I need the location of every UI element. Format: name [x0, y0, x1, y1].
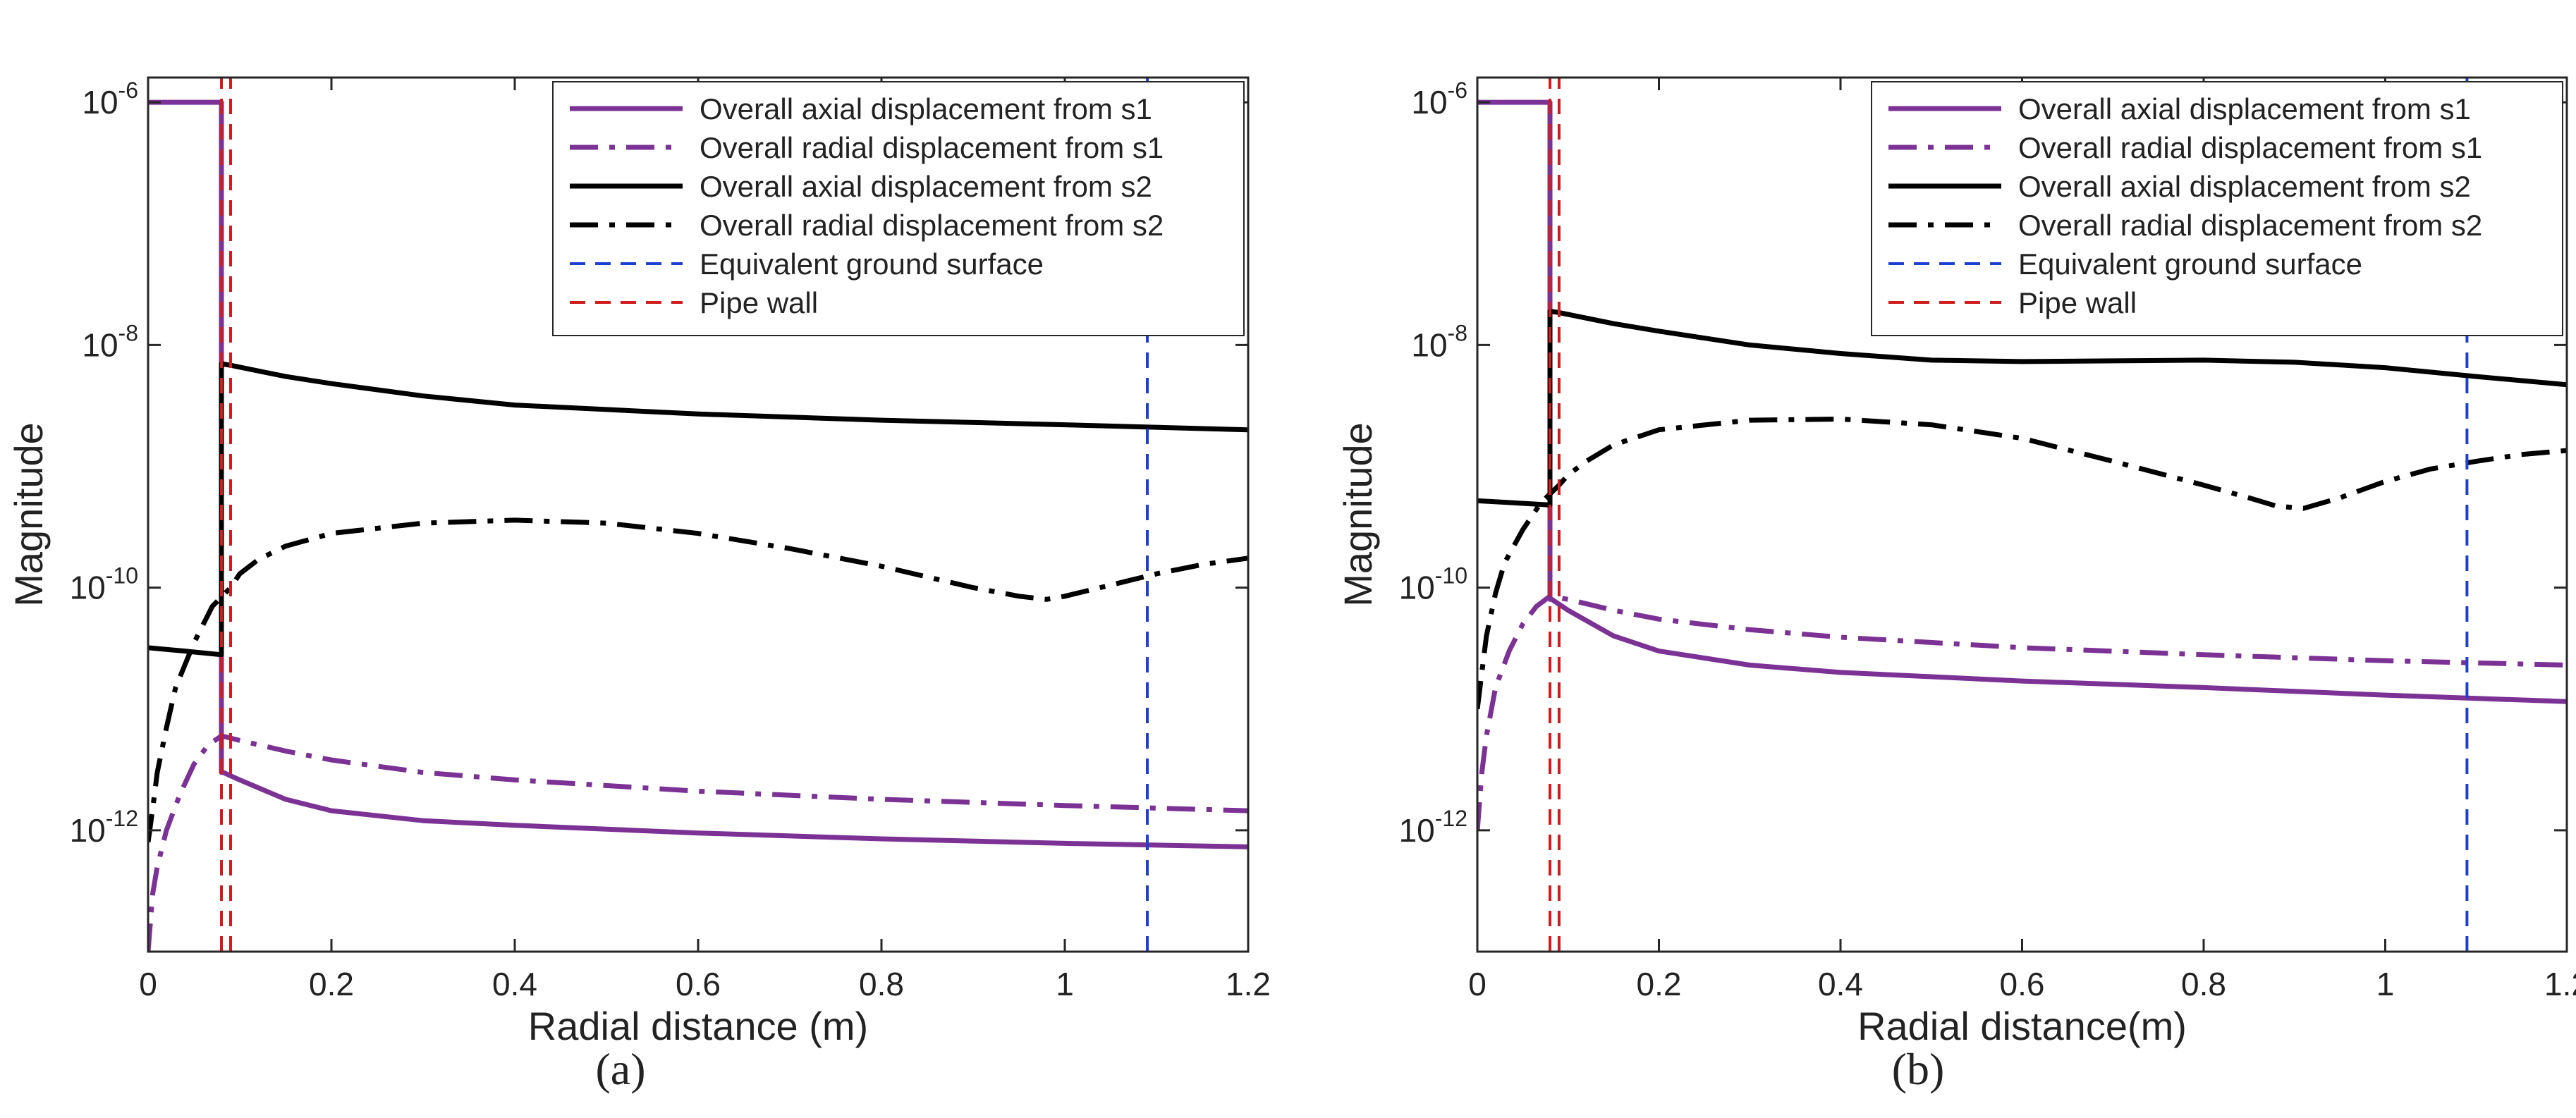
series-line-1 — [1477, 594, 2567, 831]
legend-label: Overall radial displacement from s1 — [700, 131, 1164, 164]
x-tick-label: 0.4 — [492, 966, 537, 1002]
legend: Overall axial displacement from s1 Overal… — [1871, 81, 2563, 336]
y-tick-label: 10-10 — [1399, 563, 1467, 606]
legend-label: Overall radial displacement from s2 — [2018, 209, 2482, 242]
y-tick-label: 10-12 — [1399, 806, 1467, 849]
x-tick-label: 0.6 — [676, 966, 721, 1002]
panel-caption-a: (a) — [595, 1044, 646, 1094]
y-axis-label: Magnitude — [1336, 422, 1380, 607]
y-tick-label: 10-12 — [70, 806, 138, 849]
series-line-2 — [1477, 308, 2567, 508]
x-tick-label: 0.2 — [1637, 966, 1682, 1002]
x-axis-label: Radial distance(m) — [1857, 1004, 2187, 1048]
x-tick-label: 0.4 — [1818, 966, 1863, 1002]
legend-label: Equivalent ground surface — [700, 247, 1044, 281]
legend-label: Equivalent ground surface — [2018, 247, 2362, 281]
legend: Overall axial displacement from s1 Overal… — [552, 81, 1245, 336]
x-tick-label: 0.8 — [859, 966, 904, 1002]
chart-panel-a: 0 0.2 0.4 0.6 0.8 1 1.2 10-12 10-10 10-8 10-6 Radia… — [6, 76, 1271, 1048]
series-group — [1477, 78, 2567, 952]
y-tick-label: 10-10 — [70, 563, 138, 606]
x-tick-label: 1 — [2376, 966, 2395, 1002]
series-line-3 — [148, 517, 1248, 843]
y-tick-label: 10-8 — [1411, 320, 1467, 363]
panel-caption-b: (b) — [1891, 1044, 1945, 1094]
y-tick-label: 10-8 — [82, 320, 138, 363]
x-axis-label: Radial distance (m) — [528, 1004, 868, 1048]
legend-label: Pipe wall — [2018, 286, 2137, 319]
series-line-2 — [148, 361, 1248, 658]
x-tick-label: 1 — [1056, 966, 1074, 1002]
x-tick-label: 0.8 — [2181, 966, 2226, 1002]
chart-panel-b: 0 0.2 0.4 0.6 0.8 1 1.2 10-12 10-10 10-8 10-6 Radia… — [1336, 76, 2576, 1048]
legend-label: Pipe wall — [700, 286, 818, 319]
x-tick-label: 0 — [139, 966, 157, 1002]
x-tick-label: 0 — [1468, 966, 1487, 1002]
x-tick-label: 1.2 — [1226, 966, 1271, 1002]
y-tick-label: 10-6 — [1411, 78, 1467, 121]
legend-label: Overall axial displacement from s2 — [2018, 170, 2471, 203]
x-tick-label: 0.6 — [2000, 966, 2045, 1002]
y-tick-label: 10-6 — [82, 78, 138, 121]
legend-label: Overall axial displacement from s2 — [700, 170, 1152, 203]
series-line-0 — [1477, 99, 2567, 704]
legend-label: Overall radial displacement from s1 — [2018, 131, 2482, 164]
x-tick-label: 1.2 — [2544, 966, 2576, 1002]
y-axis-label: Magnitude — [6, 422, 51, 607]
legend-box — [552, 81, 1245, 336]
x-tick-label: 0.2 — [309, 966, 354, 1002]
series-line-3 — [1477, 417, 2567, 710]
series-line-1 — [148, 733, 1248, 952]
legend-label: Overall axial displacement from s1 — [2018, 92, 2471, 125]
legend-label: Overall radial displacement from s2 — [700, 209, 1164, 242]
legend-label: Overall axial displacement from s1 — [700, 92, 1152, 125]
series-group — [148, 78, 1248, 952]
legend-box — [1871, 81, 2563, 336]
